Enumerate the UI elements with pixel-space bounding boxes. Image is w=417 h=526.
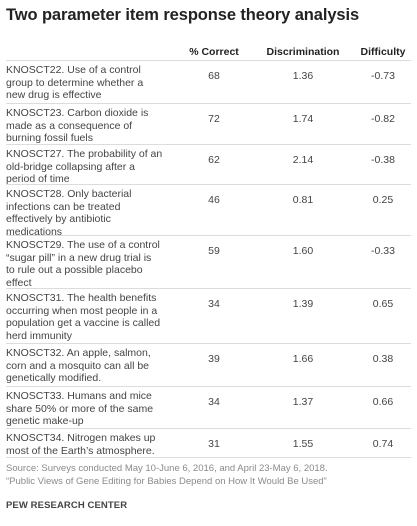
item-description-line: effectively by antibiotic	[6, 213, 111, 226]
item-description-line: infections can be treated	[6, 200, 121, 213]
pct-correct-value: 59	[208, 245, 220, 257]
item-description-line: period of time	[6, 173, 70, 186]
column-header-discrimination: Discrimination	[266, 46, 340, 58]
discrimination-value: 1.55	[292, 438, 314, 450]
item-description: KNOSCT34. Nitrogen makes up most of the E…	[6, 432, 171, 457]
table-row: KNOSCT23. Carbon dioxide is made as a con…	[6, 103, 411, 145]
table-row: KNOSCT27. The probability of an old-bridg…	[6, 144, 411, 185]
difficulty-value: -0.73	[371, 70, 395, 82]
discrimination-value: 1.66	[292, 353, 314, 365]
discrimination-value: 1.60	[292, 245, 314, 257]
pct-correct-value: 39	[208, 353, 220, 365]
difficulty-value: 0.66	[372, 396, 394, 408]
footer-divider	[6, 457, 411, 458]
table-row: KNOSCT22. Use of a control group to deter…	[6, 60, 411, 104]
item-description-line: made as a consequence of	[6, 119, 133, 132]
item-description-line: KNOSCT28. Only bacterial	[6, 188, 132, 200]
difficulty-value: 0.65	[372, 298, 394, 310]
item-description-line: KNOSCT32. An apple, salmon,	[6, 347, 151, 359]
item-description: KNOSCT29. The use of a control “sugar pil…	[6, 239, 171, 290]
item-description-line: corn and a mosquito can all be	[6, 359, 150, 372]
table-row: KNOSCT28. Only bacterial infections can b…	[6, 184, 411, 239]
item-description-line: new drug is effective	[6, 89, 102, 102]
difficulty-value: 0.74	[372, 438, 394, 450]
item-description-line: KNOSCT22. Use of a control	[6, 64, 141, 76]
item-description-line: occurring when most people in a	[6, 304, 158, 317]
page-title: Two parameter item response theory analy…	[6, 6, 360, 24]
discrimination-value: 1.36	[292, 70, 314, 82]
report-title-note: “Public Views of Gene Editing for Babies…	[6, 476, 327, 487]
item-description-line: old-bridge collapsing after a	[6, 160, 135, 173]
pct-correct-value: 72	[208, 113, 220, 125]
item-description-line: most of the Earth’s atmosphere.	[6, 444, 155, 457]
item-description: KNOSCT33. Humans and mice share 50% or mo…	[6, 390, 171, 428]
item-description-line: genetic make-up	[6, 415, 84, 428]
item-description-line: KNOSCT34. Nitrogen makes up	[6, 432, 156, 444]
item-description: KNOSCT22. Use of a control group to deter…	[6, 64, 171, 102]
table-row: KNOSCT32. An apple, salmon, corn and a mo…	[6, 343, 411, 387]
item-description-line: KNOSCT29. The use of a control	[6, 239, 160, 251]
item-description-line: “sugar pill” in a new drug trial is	[6, 251, 152, 264]
table-row: KNOSCT33. Humans and mice share 50% or mo…	[6, 386, 411, 429]
item-description: KNOSCT23. Carbon dioxide is made as a con…	[6, 107, 171, 145]
item-description: KNOSCT28. Only bacterial infections can b…	[6, 188, 171, 239]
item-description: KNOSCT32. An apple, salmon, corn and a mo…	[6, 347, 171, 385]
pct-correct-value: 68	[208, 70, 220, 82]
item-description-line: to rule out a possible placebo	[6, 264, 143, 277]
organization-credit: PEW RESEARCH CENTER	[6, 500, 128, 511]
item-description: KNOSCT31. The health benefits occurring w…	[6, 292, 171, 343]
discrimination-value: 0.81	[292, 194, 314, 206]
difficulty-value: 0.25	[372, 194, 394, 206]
pct-correct-value: 34	[208, 396, 220, 408]
pct-correct-value: 31	[208, 438, 220, 450]
table-row: KNOSCT31. The health benefits occurring w…	[6, 288, 411, 344]
source-note: Source: Surveys conducted May 10-June 6,…	[6, 463, 328, 474]
item-description: KNOSCT27. The probability of an old-bridg…	[6, 148, 171, 186]
item-description-line: effect	[6, 277, 32, 290]
item-description-line: KNOSCT31. The health benefits	[6, 292, 157, 304]
difficulty-value: -0.33	[371, 245, 395, 257]
item-description-line: burning fossil fuels	[6, 132, 93, 145]
difficulty-value: -0.38	[371, 154, 395, 166]
item-description-line: KNOSCT33. Humans and mice	[6, 390, 152, 402]
pct-correct-value: 34	[208, 298, 220, 310]
column-header-difficulty: Difficulty	[360, 46, 406, 58]
item-description-line: KNOSCT27. The probability of an	[6, 148, 163, 160]
pct-correct-value: 46	[208, 194, 220, 206]
item-description-line: genetically modified.	[6, 372, 102, 385]
item-description-line: share 50% or more of the same	[6, 402, 154, 415]
table-row: KNOSCT29. The use of a control “sugar pil…	[6, 235, 411, 289]
column-header-pct-correct: % Correct	[189, 46, 239, 58]
item-description-line: KNOSCT23. Carbon dioxide is	[6, 107, 149, 119]
pct-correct-value: 62	[208, 154, 220, 166]
difficulty-value: -0.82	[371, 113, 395, 125]
discrimination-value: 2.14	[292, 154, 314, 166]
difficulty-value: 0.38	[372, 353, 394, 365]
item-description-line: herd immunity	[6, 330, 72, 343]
discrimination-value: 1.37	[292, 396, 314, 408]
discrimination-value: 1.74	[292, 113, 314, 125]
table-row: KNOSCT34. Nitrogen makes up most of the E…	[6, 428, 411, 458]
item-description-line: population get a vaccine is called	[6, 317, 161, 330]
discrimination-value: 1.39	[292, 298, 314, 310]
item-description-line: group to determine whether a	[6, 76, 144, 89]
